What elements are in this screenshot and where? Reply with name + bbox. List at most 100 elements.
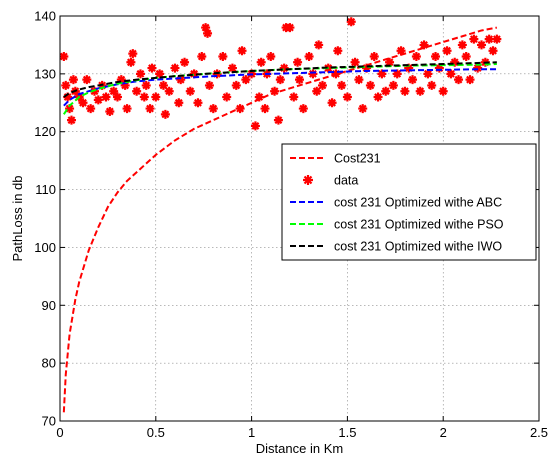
data-point <box>362 63 372 73</box>
data-point <box>139 92 149 102</box>
data-point <box>86 104 96 114</box>
data-point <box>66 115 76 125</box>
data-point <box>109 86 119 96</box>
data-point <box>237 46 247 56</box>
data-point <box>342 92 352 102</box>
series-layer <box>60 17 502 413</box>
data-point <box>270 86 280 96</box>
data-point <box>392 69 402 79</box>
data-point <box>218 52 228 61</box>
x-tick-label: 1.5 <box>338 425 356 440</box>
data-point <box>461 52 471 61</box>
data-point <box>78 98 88 108</box>
data-point <box>275 75 285 85</box>
data-point <box>477 40 487 50</box>
data-point <box>312 86 322 96</box>
data-point <box>373 92 383 102</box>
data-point <box>160 109 170 119</box>
data-point <box>333 46 343 56</box>
data-point <box>180 57 190 67</box>
data-point <box>279 63 289 73</box>
data-point <box>93 95 103 105</box>
data-point <box>473 63 483 73</box>
plot-frame <box>59 15 540 422</box>
data-point <box>454 75 464 85</box>
data-point <box>427 80 437 90</box>
y-tick-label: 120 <box>34 124 56 139</box>
data-point <box>396 46 406 56</box>
data-point <box>308 69 318 79</box>
data-point <box>116 75 126 85</box>
data-point <box>141 80 151 90</box>
x-axis-label: Distance in Km <box>256 441 343 456</box>
legend-label: data <box>334 174 358 188</box>
data-point <box>377 69 387 79</box>
x-tick-label: 2 <box>440 425 447 440</box>
y-tick-label: 90 <box>42 298 56 313</box>
data-point <box>222 92 232 102</box>
data-point <box>145 104 155 114</box>
y-tick-label: 130 <box>34 66 56 81</box>
x-tick-label: 0 <box>56 425 63 440</box>
data-point <box>358 104 368 114</box>
data-point <box>158 80 168 90</box>
data-point <box>155 69 165 79</box>
data-point <box>112 92 122 102</box>
data-point <box>61 80 71 90</box>
data-point <box>63 92 73 102</box>
data-point <box>68 75 78 85</box>
y-tick-label: 70 <box>42 414 56 429</box>
data-point <box>126 57 136 67</box>
data-point <box>314 40 324 50</box>
data-point <box>132 86 142 96</box>
data-point <box>408 75 418 85</box>
data-point <box>231 80 241 90</box>
data-point <box>369 52 379 61</box>
legend-box <box>281 143 537 261</box>
data-point <box>65 104 75 114</box>
y-tick-label: 80 <box>42 356 56 371</box>
data-point <box>241 75 251 85</box>
data-point <box>105 106 115 116</box>
data-point <box>388 80 398 90</box>
data-point <box>346 17 356 27</box>
data-point <box>254 92 264 102</box>
data-point <box>385 57 395 67</box>
data-point <box>189 69 199 79</box>
data-point <box>185 86 195 96</box>
data-point <box>235 104 245 114</box>
data-point <box>317 80 327 90</box>
data-point <box>204 80 214 90</box>
data-point <box>488 46 498 56</box>
data-point <box>446 69 456 79</box>
data-point <box>285 23 295 33</box>
data-point <box>82 75 92 85</box>
data-point <box>193 98 203 108</box>
data-point <box>400 86 410 96</box>
data-point <box>423 69 433 79</box>
data-point <box>337 80 347 90</box>
axis-ticks: 0 0.5 1 1.5 2 2.5 70 80 90 100 110 120 130 140 <box>34 9 548 441</box>
data-point <box>227 63 237 73</box>
data-point <box>147 63 157 73</box>
data-point <box>484 34 494 44</box>
data-point <box>260 104 270 114</box>
data-point <box>434 63 444 73</box>
legend-marker <box>303 175 313 185</box>
data-point <box>101 92 111 102</box>
data-point <box>293 57 303 67</box>
series-line-2 <box>63 68 497 107</box>
legend: Cost231 data cost 231 Optimized withe ABC c… <box>281 143 537 261</box>
data-point <box>304 52 314 61</box>
data-point <box>295 75 304 85</box>
y-tick-label: 140 <box>34 9 56 24</box>
data-point <box>203 28 213 38</box>
series-line-3 <box>62 63 497 115</box>
data-point <box>450 57 460 67</box>
data-point <box>176 75 186 85</box>
legend-label: cost 231 Optimized withe IWO <box>334 240 502 254</box>
data-point <box>128 49 138 59</box>
data-point <box>135 69 145 79</box>
data-point <box>266 52 276 61</box>
